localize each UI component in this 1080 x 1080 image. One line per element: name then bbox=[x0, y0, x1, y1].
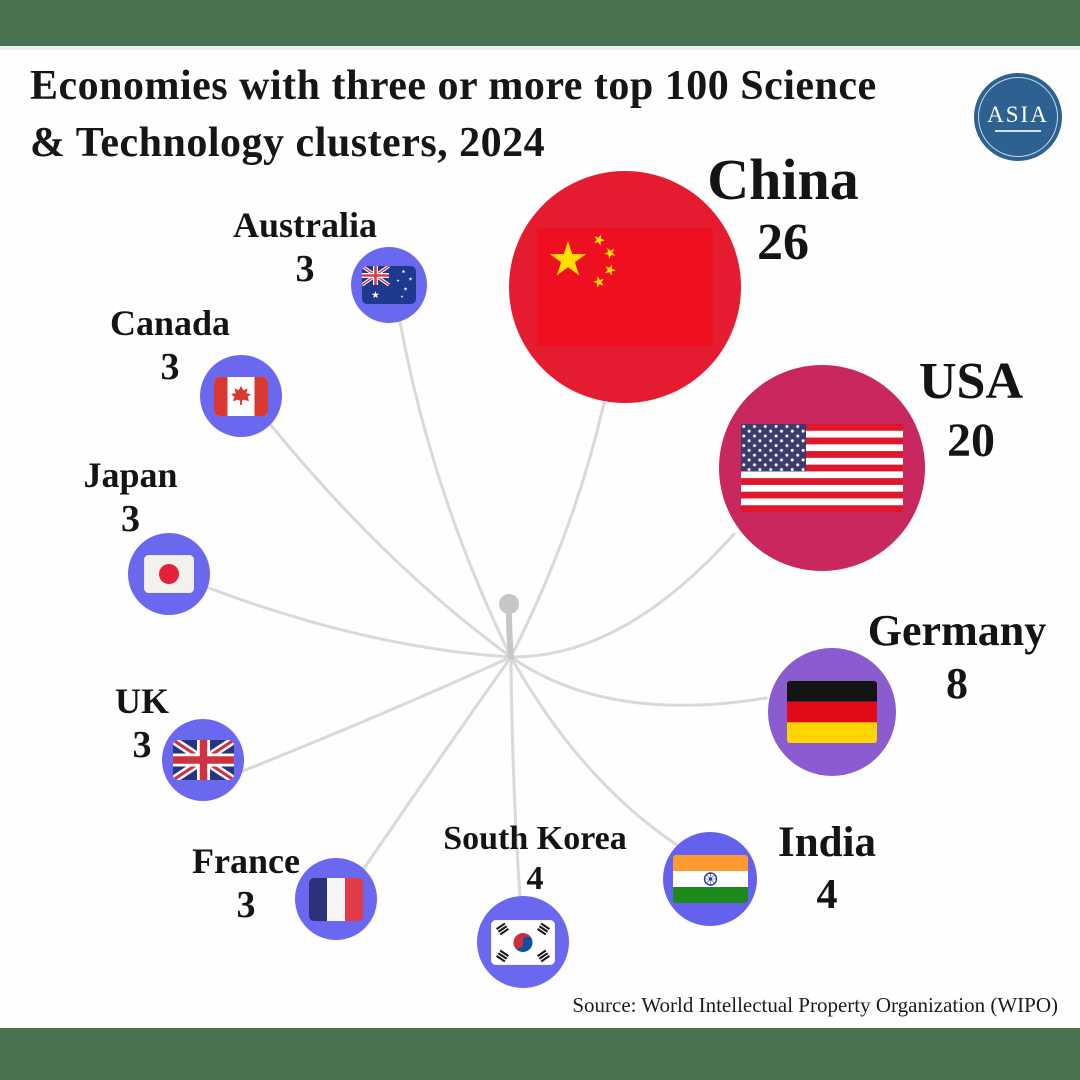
bubble-japan bbox=[128, 533, 210, 615]
connector-south-korea bbox=[509, 655, 522, 899]
bubble-south-korea bbox=[477, 896, 569, 988]
connector-australia bbox=[398, 320, 513, 659]
country-value: 4 bbox=[526, 860, 544, 897]
australia-flag-icon bbox=[362, 266, 416, 304]
label-germany: Germany 8 bbox=[852, 606, 1062, 710]
country-name: France bbox=[192, 841, 300, 881]
country-name: Japan bbox=[83, 455, 178, 495]
asia-logo: ASIA bbox=[974, 73, 1062, 161]
label-india: India 4 bbox=[746, 818, 908, 920]
connector-germany bbox=[509, 655, 768, 707]
connector-india bbox=[509, 655, 679, 847]
south-korea-flag-icon bbox=[491, 919, 555, 965]
label-australia: Australia 3 bbox=[230, 205, 380, 291]
china-flag-icon bbox=[537, 228, 713, 346]
label-france: France 3 bbox=[186, 841, 306, 927]
asia-logo-tagline-line bbox=[995, 129, 1041, 132]
hub-node bbox=[499, 594, 519, 614]
connector-france bbox=[361, 655, 513, 872]
label-canada: Canada 3 bbox=[105, 303, 235, 389]
label-china: China 26 bbox=[688, 148, 878, 272]
top-frame-bar bbox=[0, 0, 1080, 50]
bubble-france bbox=[295, 858, 377, 940]
country-value: 3 bbox=[132, 724, 152, 766]
japan-flag-icon bbox=[144, 555, 194, 593]
country-name: Australia bbox=[233, 205, 377, 245]
connector-canada bbox=[268, 422, 513, 659]
country-name: USA bbox=[918, 353, 1024, 410]
country-value: 8 bbox=[946, 659, 968, 708]
uk-flag-icon bbox=[172, 740, 234, 780]
bubble-australia bbox=[351, 247, 427, 323]
country-name: China bbox=[707, 147, 859, 212]
bubble-germany bbox=[768, 648, 896, 776]
germany-flag-icon bbox=[787, 681, 877, 743]
label-usa: USA 20 bbox=[896, 353, 1046, 469]
country-name: Canada bbox=[109, 303, 231, 343]
label-uk: UK 3 bbox=[104, 681, 180, 767]
country-name: South Korea bbox=[443, 820, 627, 857]
label-south-korea: South Korea 4 bbox=[440, 820, 630, 898]
country-name: Germany bbox=[867, 606, 1047, 655]
bubble-uk bbox=[162, 719, 244, 801]
source-credit: Source: World Intellectual Property Orga… bbox=[572, 993, 1058, 1017]
country-value: 3 bbox=[121, 498, 140, 540]
bubble-usa bbox=[719, 365, 925, 571]
connector-uk bbox=[241, 655, 513, 773]
asia-logo-text: ASIA bbox=[987, 101, 1049, 127]
connector-china bbox=[509, 401, 606, 659]
country-value: 3 bbox=[295, 248, 315, 290]
title-line-1: Economies with three or more top 100 Sci… bbox=[30, 63, 877, 109]
title-line-2: & Technology clusters, 2024 bbox=[30, 120, 546, 166]
canada-flag-icon bbox=[214, 376, 268, 416]
country-name: India bbox=[777, 819, 876, 866]
hub-stem bbox=[506, 610, 514, 660]
country-value: 3 bbox=[160, 346, 180, 388]
france-flag-icon bbox=[309, 877, 363, 921]
country-value: 4 bbox=[816, 872, 838, 918]
india-flag-icon bbox=[672, 855, 748, 903]
country-value: 3 bbox=[236, 884, 256, 926]
country-value: 20 bbox=[947, 414, 995, 467]
bubble-india bbox=[663, 832, 757, 926]
connector-usa bbox=[509, 532, 736, 659]
bubble-canada bbox=[200, 355, 282, 437]
connector-japan bbox=[207, 586, 513, 659]
label-japan: Japan 3 bbox=[78, 455, 183, 541]
bubble-china bbox=[509, 171, 741, 403]
bottom-frame-bar bbox=[0, 1028, 1080, 1080]
usa-flag-icon bbox=[741, 424, 903, 512]
page-title: Economies with three or more top 100 Sci… bbox=[30, 58, 980, 172]
country-value: 26 bbox=[757, 214, 809, 271]
country-name: UK bbox=[115, 681, 169, 721]
